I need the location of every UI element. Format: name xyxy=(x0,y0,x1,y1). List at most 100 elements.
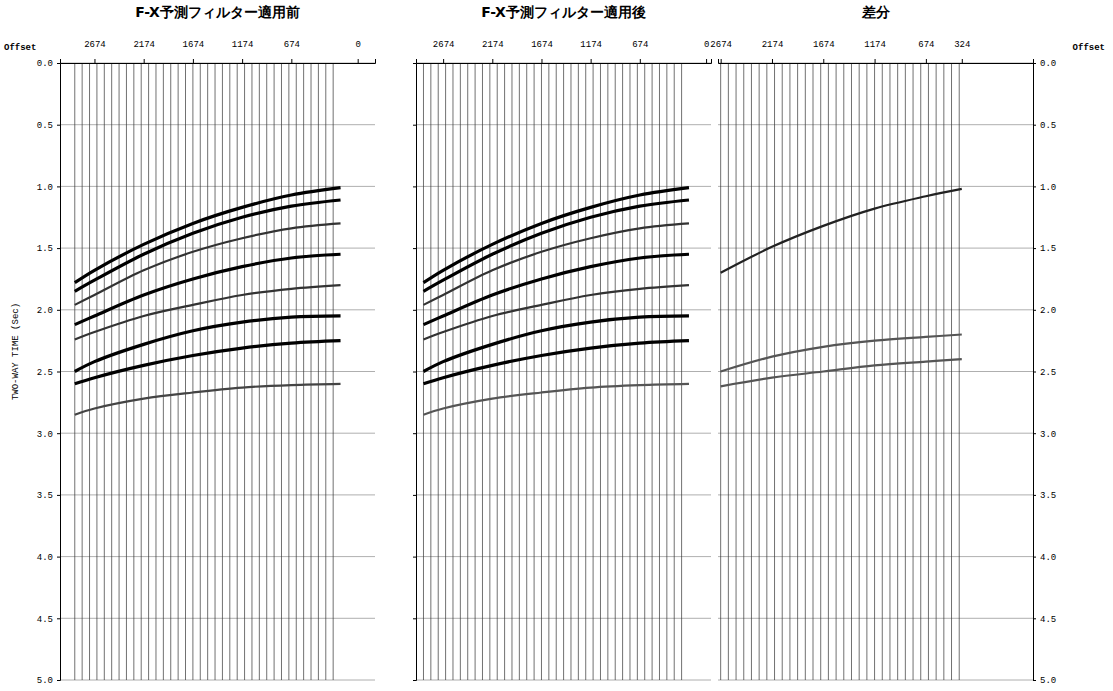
tick: 2674 xyxy=(710,40,732,63)
tick xyxy=(413,310,416,311)
reflection-event xyxy=(75,200,341,291)
grid-line xyxy=(60,556,375,557)
x-axis-title: Offset xyxy=(4,43,36,53)
tick-mark xyxy=(926,59,927,63)
tick xyxy=(413,680,416,681)
tick-label: 1174 xyxy=(864,40,886,50)
trace xyxy=(570,63,571,680)
tick-mark xyxy=(57,248,60,249)
tick-mark xyxy=(291,59,292,63)
trace xyxy=(482,63,483,680)
tick-label: 0.0 xyxy=(1040,59,1056,69)
tick-label: 1674 xyxy=(813,40,835,50)
tick: 3.5 xyxy=(37,491,60,501)
tick: 1.5 xyxy=(1033,244,1056,254)
tick-mark xyxy=(1033,495,1036,496)
tick-label: 3.5 xyxy=(1040,491,1056,501)
grid-line xyxy=(60,248,375,249)
tick-mark xyxy=(443,59,444,63)
trace xyxy=(311,63,312,680)
grid-line xyxy=(718,618,1033,619)
trace xyxy=(266,63,267,680)
grid-line xyxy=(718,248,1033,249)
trace xyxy=(681,63,682,680)
tick-mark xyxy=(57,680,60,681)
tick-mark xyxy=(1033,433,1036,434)
tick-mark xyxy=(492,59,493,63)
trace xyxy=(333,63,334,680)
tick xyxy=(413,433,416,434)
tick-label: 1.0 xyxy=(37,183,53,193)
trace xyxy=(889,63,890,680)
tick-mark xyxy=(706,59,707,63)
tick-mark xyxy=(640,59,641,63)
tick xyxy=(413,248,416,249)
x-axis: 2674217416741174674324 xyxy=(710,40,1033,64)
trace xyxy=(882,63,883,680)
tick-mark xyxy=(413,495,416,496)
trace xyxy=(526,63,527,680)
grid-line xyxy=(718,556,1033,557)
tick-label: 2.5 xyxy=(1040,368,1056,378)
tick-label: 0.0 xyxy=(37,59,53,69)
y-axis xyxy=(413,64,417,681)
grid-line xyxy=(718,494,1033,495)
grid-line xyxy=(60,680,375,681)
tick-mark xyxy=(591,59,592,63)
trace xyxy=(805,63,806,680)
tick-mark xyxy=(94,59,95,63)
trace xyxy=(943,63,944,680)
trace xyxy=(497,63,498,680)
trace xyxy=(782,63,783,680)
trace xyxy=(192,63,193,680)
reflection-event xyxy=(423,285,689,339)
reflection-event xyxy=(75,384,341,415)
tick: 1674 xyxy=(531,40,553,63)
trace xyxy=(504,63,505,680)
grid-line xyxy=(60,433,375,434)
tick-mark xyxy=(193,59,194,63)
trace xyxy=(659,63,660,680)
trace xyxy=(644,63,645,680)
trace xyxy=(318,63,319,680)
tick-mark xyxy=(772,59,773,63)
tick: 324 xyxy=(954,40,970,63)
tick-label: 5.0 xyxy=(37,676,53,686)
trace xyxy=(475,63,476,680)
tick: 1174 xyxy=(580,40,602,63)
tick: 1.5 xyxy=(37,244,60,254)
trace xyxy=(430,63,431,680)
trace xyxy=(578,63,579,680)
tick-label: 0 xyxy=(355,40,360,50)
tick-label: 5.0 xyxy=(1040,676,1056,686)
trace xyxy=(666,63,667,680)
tick-label: 2174 xyxy=(762,40,784,50)
trace xyxy=(141,63,142,680)
tick-label: 1.5 xyxy=(1040,244,1056,254)
tick-label: 4.0 xyxy=(1040,553,1056,563)
trace xyxy=(325,63,326,680)
trace xyxy=(866,63,867,680)
tick: 0.0 xyxy=(1033,59,1056,69)
tick-mark xyxy=(358,59,359,63)
reflection-event xyxy=(721,334,962,371)
trace xyxy=(163,63,164,680)
tick xyxy=(413,495,416,496)
trace xyxy=(281,63,282,680)
trace xyxy=(178,63,179,680)
trace xyxy=(951,63,952,680)
panel-1: 26742174167411746740F-X予測フィルター適用後 xyxy=(413,4,712,681)
tick-mark xyxy=(413,618,416,619)
tick-label: 0.5 xyxy=(37,121,53,131)
tick-mark xyxy=(413,372,416,373)
tick: 4.5 xyxy=(1033,615,1056,625)
tick-label: 3.5 xyxy=(37,491,53,501)
y-axis: 0.00.51.01.52.02.53.03.54.04.55.0 xyxy=(1033,59,1056,686)
tick: 3.0 xyxy=(37,430,60,440)
trace xyxy=(96,63,97,680)
tick: 2674 xyxy=(433,40,455,63)
reflection-event xyxy=(721,189,962,273)
trace xyxy=(751,63,752,680)
tick-label: 674 xyxy=(632,40,648,50)
tick-mark xyxy=(1033,248,1036,249)
